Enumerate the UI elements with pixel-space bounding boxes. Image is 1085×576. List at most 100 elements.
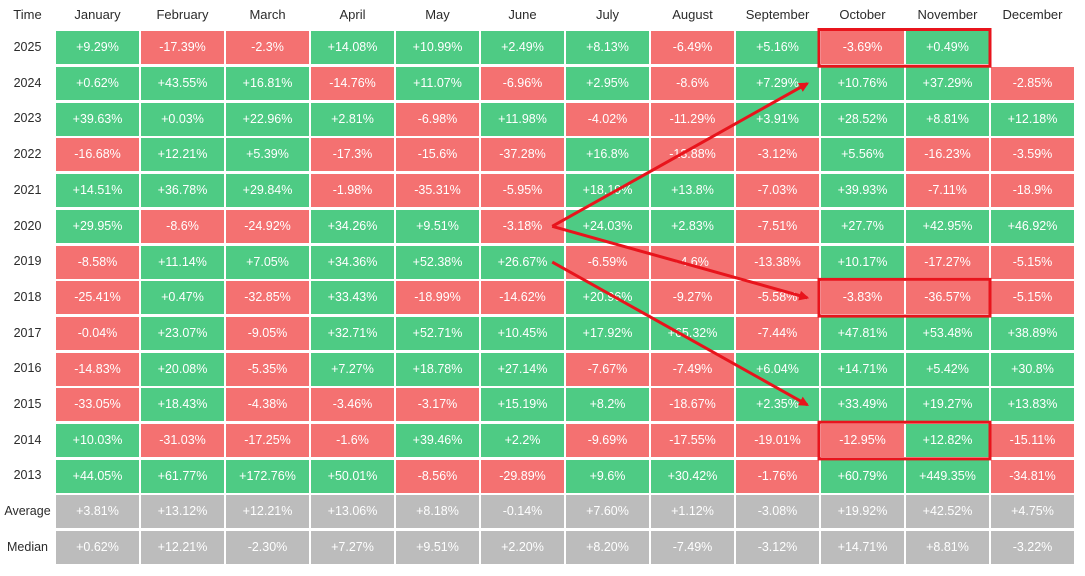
cell-2024-may: +11.07%	[396, 67, 479, 100]
cell-2023-august: -11.29%	[651, 102, 734, 136]
corner-label: Time	[13, 7, 42, 22]
cell-2019-december: -5.15%	[991, 245, 1074, 279]
cell-2014-march: -17.25%	[226, 424, 309, 457]
cell-2020-september: -7.51%	[736, 209, 819, 243]
cell-2017-april: +32.71%	[311, 316, 394, 350]
cell-2017-july: +17.92%	[566, 316, 649, 350]
cell-2025-march: -2.3%	[226, 31, 309, 65]
cell-2015-october: +33.49%	[821, 388, 904, 422]
cell-average-august: +1.12%	[651, 495, 734, 529]
cell-2019-february: +11.14%	[141, 245, 224, 279]
cell-2022-august: -13.88%	[651, 138, 734, 172]
cell-median-july: +8.20%	[566, 531, 649, 565]
row-label-2023: 2023	[13, 111, 42, 126]
cell-2024-april: -14.76%	[311, 67, 394, 100]
row-label-2016: 2016	[13, 361, 42, 376]
cell-2021-september: -7.03%	[736, 174, 819, 208]
cell-2024-july: +2.95%	[566, 67, 649, 100]
cell-2014-november: +12.82%	[906, 424, 989, 457]
cell-average-june: -0.14%	[481, 495, 564, 529]
cell-2020-april: +34.26%	[311, 209, 394, 243]
cell-average-may: +8.18%	[396, 495, 479, 529]
row-label-2017: 2017	[13, 325, 42, 340]
cell-2024-october: +10.76%	[821, 67, 904, 100]
cell-2022-january: -16.68%	[56, 138, 139, 172]
cell-average-april: +13.06%	[311, 495, 394, 529]
cell-2015-february: +18.43%	[141, 388, 224, 422]
row-label-median: Median	[7, 539, 48, 554]
cell-2016-may: +18.78%	[396, 352, 479, 386]
column-header-october: October	[839, 7, 886, 22]
cell-2015-may: -3.17%	[396, 388, 479, 422]
cell-median-june: +2.20%	[481, 531, 564, 565]
cell-2019-january: -8.58%	[56, 245, 139, 279]
row-label-2019: 2019	[13, 254, 42, 269]
cell-2013-november: +449.35%	[906, 459, 989, 493]
cell-median-september: -3.12%	[736, 531, 819, 565]
cell-2014-february: -31.03%	[141, 424, 224, 457]
cell-2019-april: +34.36%	[311, 245, 394, 279]
cell-2021-october: +39.93%	[821, 174, 904, 208]
cell-2013-july: +9.6%	[566, 459, 649, 493]
cell-2017-december: +38.89%	[991, 316, 1074, 350]
cell-2021-march: +29.84%	[226, 174, 309, 208]
cell-2024-june: -6.96%	[481, 67, 564, 100]
row-label-2022: 2022	[13, 147, 42, 162]
cell-2020-march: -24.92%	[226, 209, 309, 243]
cell-2024-february: +43.55%	[141, 67, 224, 100]
cell-2019-september: -13.38%	[736, 245, 819, 279]
column-header-february: February	[156, 7, 209, 22]
cell-2019-june: +26.67%	[481, 245, 564, 279]
cell-2018-august: -9.27%	[651, 281, 734, 315]
cell-2019-august: -4.6%	[651, 245, 734, 279]
cell-2019-october: +10.17%	[821, 245, 904, 279]
cell-2014-september: -19.01%	[736, 424, 819, 457]
cell-2022-november: -16.23%	[906, 138, 989, 172]
cell-2017-january: -0.04%	[56, 316, 139, 350]
cell-2015-april: -3.46%	[311, 388, 394, 422]
cell-2021-november: -7.11%	[906, 174, 989, 208]
column-header-may: May	[425, 7, 450, 22]
cell-2014-june: +2.2%	[481, 424, 564, 457]
cell-2013-june: -29.89%	[481, 459, 564, 493]
cell-2020-august: +2.83%	[651, 209, 734, 243]
cell-2014-may: +39.46%	[396, 424, 479, 457]
column-header-august: August	[672, 7, 713, 22]
cell-2022-september: -3.12%	[736, 138, 819, 172]
row-label-2020: 2020	[13, 218, 42, 233]
cell-median-october: +14.71%	[821, 531, 904, 565]
cell-2022-june: -37.28%	[481, 138, 564, 172]
cell-2020-july: +24.03%	[566, 209, 649, 243]
cell-2014-december: -15.11%	[991, 424, 1074, 457]
cell-average-january: +3.81%	[56, 495, 139, 529]
cell-2016-june: +27.14%	[481, 352, 564, 386]
row-label-2024: 2024	[13, 75, 42, 90]
cell-2019-november: -17.27%	[906, 245, 989, 279]
cell-2018-may: -18.99%	[396, 281, 479, 315]
cell-2022-march: +5.39%	[226, 138, 309, 172]
cell-median-march: -2.30%	[226, 531, 309, 565]
cell-2016-july: -7.67%	[566, 352, 649, 386]
cell-2018-january: -25.41%	[56, 281, 139, 315]
cell-2025-september: +5.16%	[736, 31, 819, 65]
cell-2013-august: +30.42%	[651, 459, 734, 493]
cell-2016-december: +30.8%	[991, 352, 1074, 386]
cell-2022-october: +5.56%	[821, 138, 904, 172]
cell-average-december: +4.75%	[991, 495, 1074, 529]
column-header-july: July	[595, 7, 620, 22]
cell-2025-may: +10.99%	[396, 31, 479, 65]
cell-2020-june: -3.18%	[481, 209, 564, 243]
cell-2022-may: -15.6%	[396, 138, 479, 172]
cell-2014-october: -12.95%	[821, 424, 904, 457]
cell-2021-january: +14.51%	[56, 174, 139, 208]
row-label-2014: 2014	[13, 432, 42, 447]
cell-2016-january: -14.83%	[56, 352, 139, 386]
cell-average-july: +7.60%	[566, 495, 649, 529]
cell-2023-january: +39.63%	[56, 102, 139, 136]
cell-2015-november: +19.27%	[906, 388, 989, 422]
cell-2013-september: -1.76%	[736, 459, 819, 493]
column-header-september: September	[745, 7, 810, 22]
cell-2018-september: -5.58%	[736, 281, 819, 315]
cell-2018-december: -5.15%	[991, 281, 1074, 315]
